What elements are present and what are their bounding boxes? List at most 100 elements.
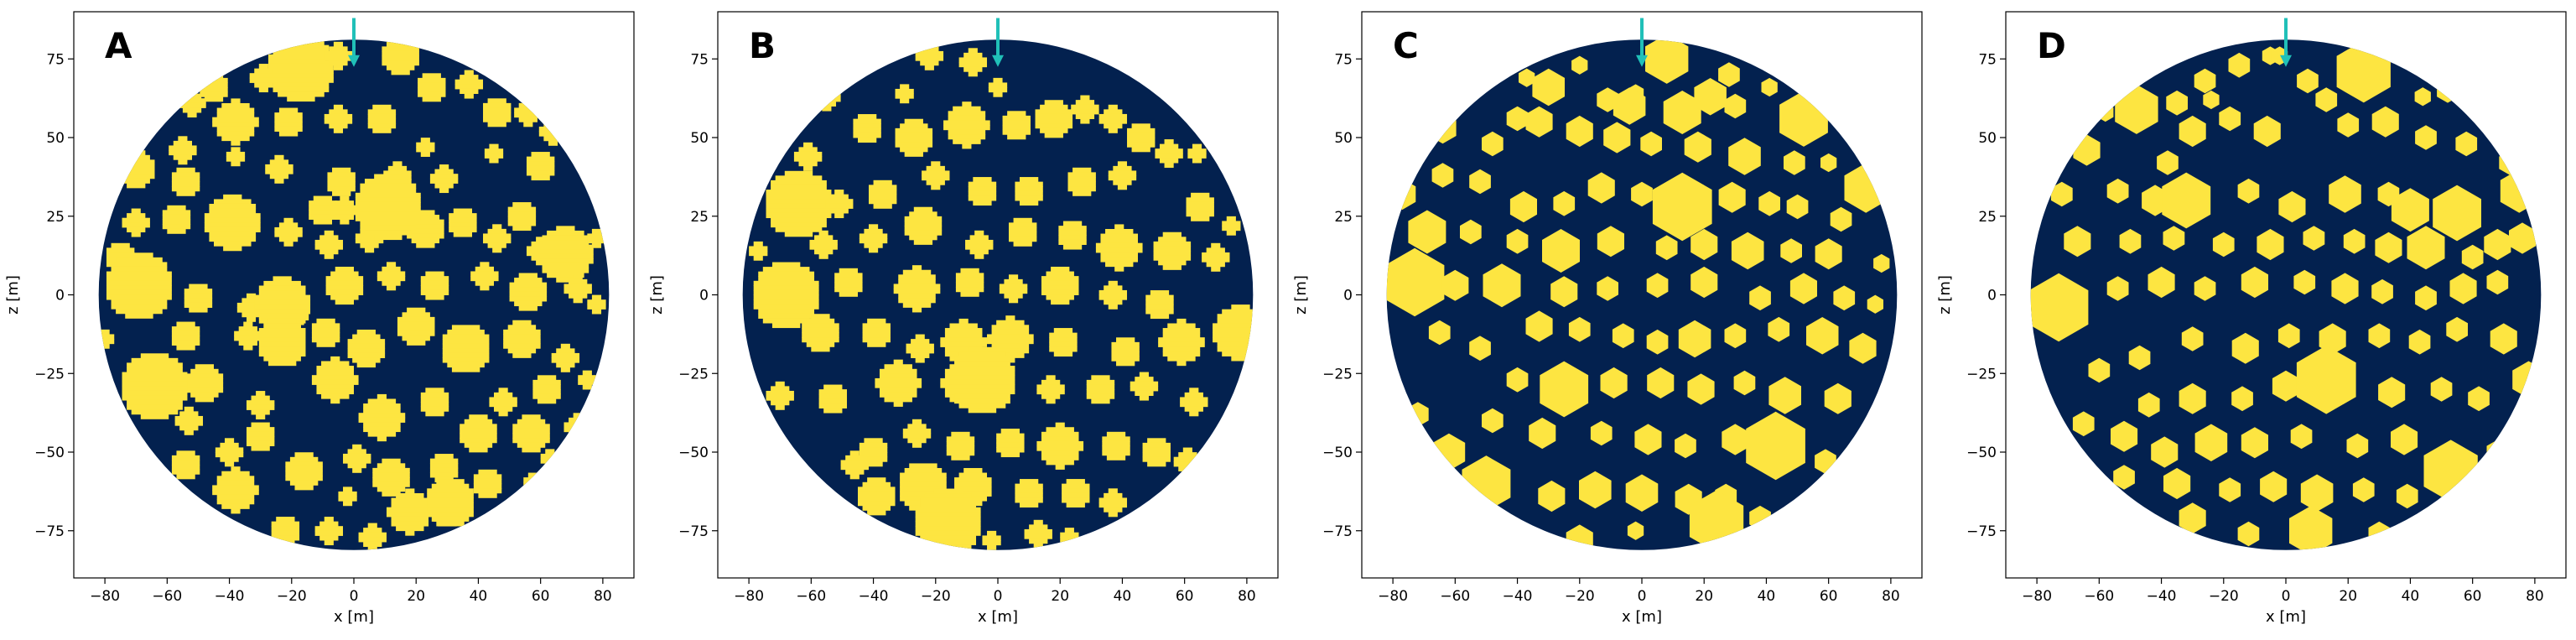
particle [2378,377,2406,408]
particle [1386,247,1445,317]
particle [314,517,344,546]
particle [1431,163,1454,188]
particle [1506,367,1529,393]
particle [1724,323,1747,349]
particle [1049,328,1078,357]
particle [2278,190,2306,223]
arrow-down-icon [2280,18,2292,67]
particle [106,252,172,319]
particle [1768,377,1801,414]
particle [1786,194,1809,220]
particle [212,466,259,514]
y-tick-label: 75 [1978,51,1997,68]
particle [1640,131,1662,157]
particle [2296,345,2356,414]
particle [489,388,517,417]
particle [922,161,950,190]
particle [2237,178,2260,204]
particle [753,262,819,329]
particle [1213,304,1254,362]
particle [2088,357,2111,383]
panel-letter: D [2037,25,2066,66]
particle [1646,329,1669,355]
x-tick-label: 20 [1051,588,1069,605]
particle [314,230,344,259]
particle [420,388,449,417]
x-tick-label: −20 [921,588,951,605]
particle [802,314,839,352]
particle [1482,131,1504,157]
particle [2194,276,2216,301]
x-tick-label: 40 [1114,588,1132,605]
particle [470,262,499,291]
particle [246,422,275,451]
x-tick-label: −80 [90,588,120,605]
x-tick-label: −80 [2022,588,2052,605]
particle [1145,290,1174,320]
particle [1067,167,1096,196]
particle [1568,316,1591,342]
particle [2030,273,2089,342]
particle [484,143,504,164]
particle [483,98,512,127]
particle [2241,266,2268,299]
particle [1130,372,1159,401]
y-tick-label: 75 [46,51,65,68]
particle [1441,269,1469,301]
particle [1849,332,1877,364]
particle [185,364,224,403]
particle [1571,55,1588,75]
particle [420,271,449,300]
arrow-down-icon [992,18,1004,67]
particle [274,107,303,137]
particle [324,104,353,133]
x-tick-label: 40 [470,588,488,605]
particle [429,164,459,194]
x-tick-label: −40 [215,588,245,605]
y-tick-label: −75 [1966,523,1997,540]
x-tick-label: 40 [1758,588,1776,605]
particle [875,359,922,407]
particle [1848,122,1865,141]
particle [1187,143,1207,164]
particle [1625,474,1659,512]
particle [2260,471,2288,502]
particle [2486,269,2509,295]
y-axis-label: z [m] [1936,275,1954,315]
particle [2106,178,2129,204]
particle [834,268,863,297]
particle [1612,323,1634,349]
particle [2290,424,2313,450]
particle [1098,104,1128,133]
particle [311,356,359,404]
y-tick-label: −25 [1322,366,1353,382]
particle [2137,392,2160,418]
particle [1789,273,1817,304]
particle [249,64,278,93]
particle [946,431,975,460]
particle [1655,235,1678,261]
particle [532,375,561,404]
x-axis-label: x [m] [2266,608,2306,626]
particle [1771,521,1793,547]
particle [2128,345,2151,371]
particle [1086,375,1115,404]
particle [1746,411,1805,481]
particle [1468,71,1485,91]
particle [965,230,994,259]
x-axis-label: x [m] [978,608,1018,626]
particle [2277,323,2300,349]
particle [2212,232,2235,258]
particle [840,450,869,480]
particle [1153,232,1192,270]
particle [2484,228,2511,261]
particle [2179,502,2206,534]
particle [1690,228,1718,261]
particle [2446,316,2468,342]
particle [1469,169,1491,195]
x-tick-label: −60 [796,588,826,605]
particle [1833,285,1856,311]
particle [818,384,848,414]
x-tick-label: 0 [2282,588,2291,605]
particle [2391,424,2418,455]
